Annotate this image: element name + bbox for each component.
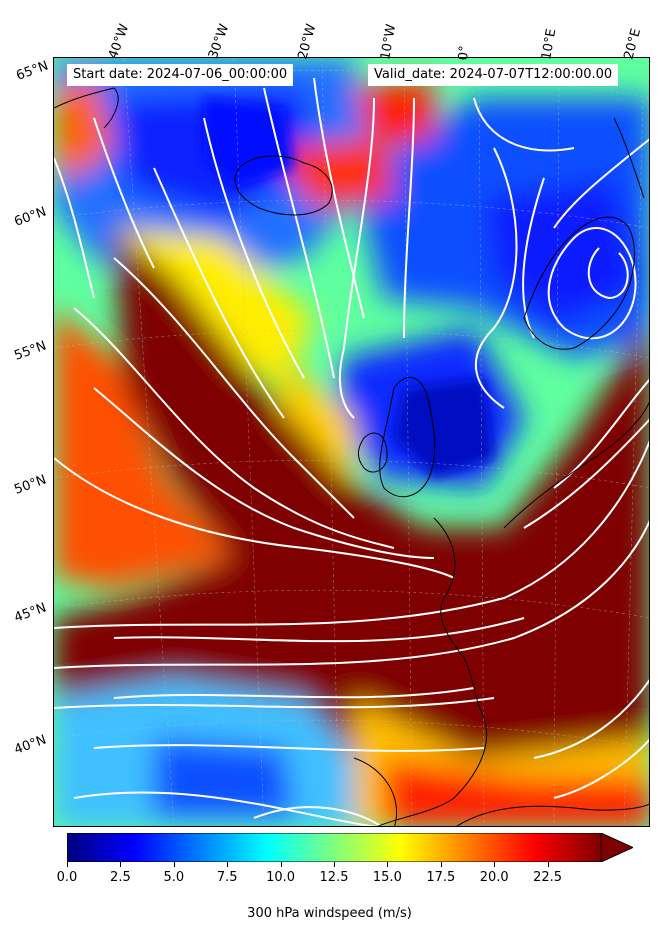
- colorbar-tick-label: 5.0: [163, 870, 185, 885]
- lat-label-40n: 40°N: [12, 732, 49, 758]
- colorbar-extend-arrow: [600, 832, 635, 863]
- lat-label-50n: 50°N: [12, 472, 49, 498]
- colorbar-gradient: [66, 832, 635, 863]
- colorbar-tick-mark: [120, 862, 122, 867]
- lon-label-30w: 30°W: [205, 22, 233, 61]
- lon-label-10w: 10°W: [378, 23, 400, 61]
- colorbar-tick-mark: [547, 862, 549, 867]
- colorbar-tick-label: 17.5: [426, 870, 456, 885]
- colorbar-tick-mark: [67, 862, 68, 867]
- colorbar-tick-mark: [334, 862, 335, 867]
- lat-label-60n: 60°N: [12, 204, 49, 230]
- colorbar-tick-mark: [280, 862, 282, 867]
- colorbar-tick-mark: [440, 862, 442, 867]
- colorbar-tick-mark: [387, 862, 389, 867]
- lat-label-65n: 65°N: [14, 58, 51, 84]
- lon-label-20e: 20°E: [621, 26, 645, 61]
- colorbar-tick-label: 10.0: [266, 870, 296, 885]
- start-date-label: Start date: 2024-07-06_00:00:00: [67, 64, 294, 86]
- valid-date-label: Valid_date: 2024-07-07T12:00:00.00: [368, 64, 619, 86]
- colorbar-tick-label: 20.0: [479, 870, 509, 885]
- streamlines: [54, 77, 649, 826]
- colorbar: [66, 832, 635, 863]
- colorbar-tick-mark: [173, 862, 175, 867]
- colorbar-tick-label: 2.5: [110, 870, 131, 885]
- colorbar-tick-mark: [494, 862, 496, 867]
- colorbar-tick-label: 12.5: [319, 870, 349, 885]
- lat-label-55n: 55°N: [12, 338, 49, 364]
- windspeed-map: [54, 58, 649, 826]
- colorbar-tick-mark: [227, 862, 229, 867]
- coastlines: [54, 87, 649, 826]
- lat-label-45n: 45°N: [12, 600, 49, 626]
- colorbar-tick-label: 22.5: [533, 870, 563, 885]
- lon-label-0: 0°: [456, 44, 473, 61]
- map-panel: [53, 57, 650, 827]
- lon-label-10e: 10°E: [539, 27, 560, 62]
- colorbar-tick-label: 0.0: [56, 870, 78, 885]
- colorbar-tick-label: 7.5: [216, 870, 238, 885]
- colorbar-label: 300 hPa windspeed (m/s): [247, 906, 412, 921]
- colorbar-tick-label: 15.0: [372, 870, 402, 885]
- lon-label-20w: 20°W: [295, 22, 320, 61]
- lon-label-40w: 40°W: [105, 22, 133, 61]
